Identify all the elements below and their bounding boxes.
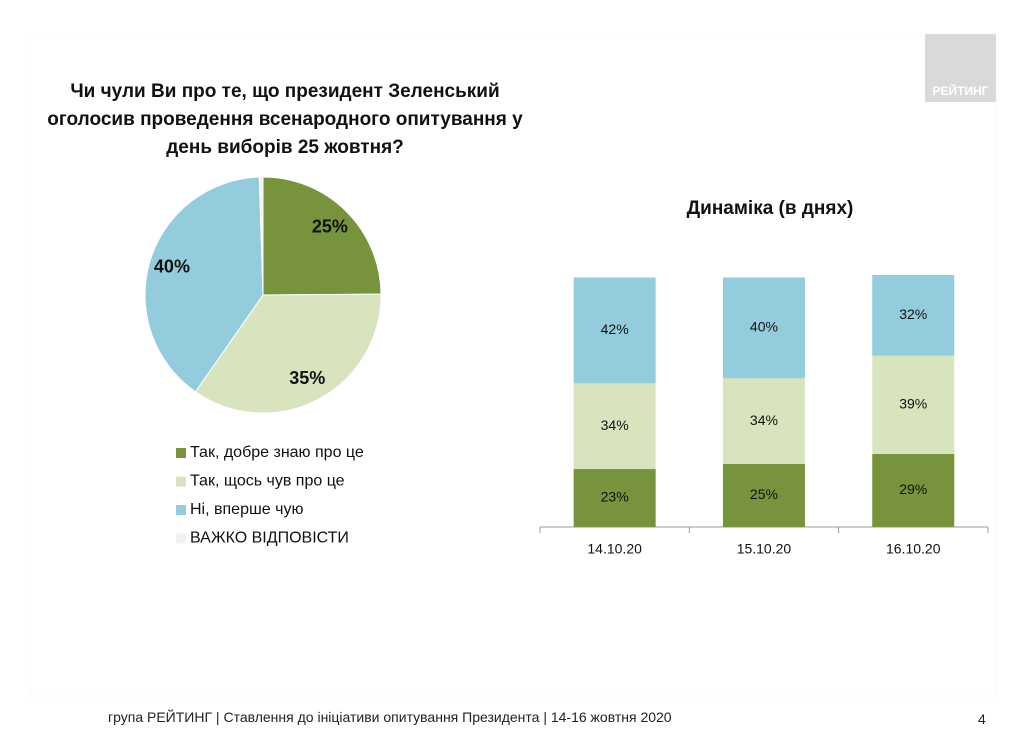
bar-label: 25% — [750, 486, 778, 502]
pie-slice — [144, 176, 264, 393]
bar-title: Динаміка (в днях) — [687, 198, 854, 219]
legend-label: Так, щось чув про це — [190, 473, 345, 490]
x-tick-label: 16.10.20 — [886, 541, 941, 557]
legend-label: Ні, вперше чую — [190, 501, 303, 518]
legend-label: ВАЖКО ВІДПОВІСТИ — [190, 530, 349, 547]
frame — [29, 33, 997, 697]
bar-segment — [872, 275, 955, 356]
slice-label: 40% — [154, 257, 190, 277]
bar-segment — [573, 277, 656, 384]
pie-slice — [262, 176, 382, 296]
bar-segment — [872, 355, 955, 454]
page-number: 4 — [978, 711, 986, 727]
logo: РЕЙТИНГ — [925, 34, 996, 102]
bar-label: 32% — [899, 306, 927, 322]
legend-swatch — [176, 448, 186, 458]
bar-segment — [722, 277, 805, 379]
bar-segment — [722, 464, 805, 527]
bar-segment — [573, 383, 656, 470]
bar-label: 34% — [601, 417, 629, 433]
legend-swatch — [176, 533, 186, 544]
legend-label: Так, добре знаю про це — [190, 444, 364, 461]
legend-swatch — [176, 476, 186, 487]
bar-label: 23% — [601, 489, 629, 505]
slice-label: 25% — [312, 216, 348, 236]
bar-segment — [872, 453, 955, 527]
footer: група РЕЙТИНГ | Ставлення до ініціативи … — [108, 709, 672, 725]
bar-label: 40% — [750, 319, 778, 335]
bar-label: 29% — [899, 481, 927, 497]
bar-label: 34% — [750, 412, 778, 428]
bar-label: 42% — [601, 321, 629, 337]
slice-label: 35% — [289, 368, 325, 388]
x-tick-label: 14.10.20 — [587, 541, 642, 557]
x-tick-label: 15.10.20 — [737, 541, 792, 557]
pie-slice — [258, 176, 264, 296]
bar-segment — [573, 469, 656, 527]
legend-swatch — [176, 505, 186, 515]
bar-segment — [722, 378, 805, 464]
pie-title: Чи чули Ви про те, що президент Зеленськ… — [47, 81, 523, 158]
pie-slice — [194, 293, 382, 414]
bar-label: 39% — [899, 395, 927, 411]
